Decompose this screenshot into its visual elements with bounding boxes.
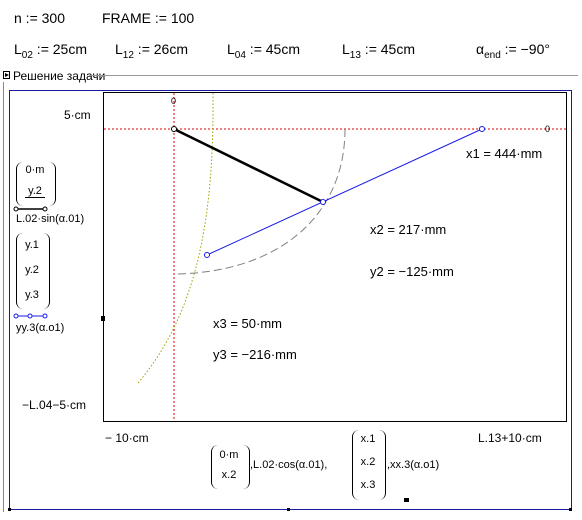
connecting-rod — [206, 128, 483, 256]
y-axis-top-limit[interactable]: 5·cm — [64, 108, 91, 122]
region-header[interactable]: Решение задачи — [3, 69, 578, 83]
region-divider — [89, 75, 578, 76]
region-title: Решение задачи — [13, 69, 106, 83]
result-y3[interactable]: y3 = −216·mm — [213, 347, 297, 362]
y-expr-vector-2[interactable]: y.1 y.2 y.3 — [16, 233, 50, 309]
y-expr-handle-1 — [13, 206, 19, 212]
n-definition[interactable]: n := 300 — [14, 10, 65, 26]
region-left-line — [3, 82, 4, 512]
resize-handle-bottom — [404, 498, 409, 502]
x-expr-l02-cos[interactable]: ,L.02·cos(α.01), — [250, 459, 328, 471]
l02-definition[interactable]: L02 := 25cm — [14, 41, 88, 61]
y-expr-l02-sin[interactable]: L.02·sin(α.01) — [16, 213, 85, 225]
joint-point-3 — [204, 252, 210, 258]
right-axis-marker: 0 — [545, 124, 551, 134]
plot-frame[interactable] — [103, 92, 567, 422]
gray-dashed-arc — [175, 128, 346, 275]
x-axis-left-limit[interactable]: − 10·cm — [105, 431, 149, 445]
top-axis-marker: 0 — [171, 96, 177, 106]
x-expr-vector-1[interactable]: 0·m x.2 — [211, 445, 250, 489]
result-x2[interactable]: x2 = 217·mm — [370, 222, 447, 237]
y-expr-yy3[interactable]: yy.3(α.o1) — [16, 322, 65, 334]
region-corner-mark-2 — [287, 508, 290, 511]
region-toggle-icon[interactable] — [3, 71, 10, 79]
resize-handle-left — [101, 316, 105, 321]
y-expr-handle-2 — [42, 206, 48, 212]
result-y2[interactable]: y2 = −125·mm — [370, 264, 454, 279]
x-axis-right-limit[interactable]: L.13+10·cm — [478, 431, 542, 445]
l04-definition[interactable]: L04 := 45cm — [227, 41, 301, 61]
region-corner-mark-1 — [8, 508, 11, 511]
plot-region-box[interactable] — [9, 90, 572, 510]
frame-definition[interactable]: FRAME := 100 — [102, 10, 195, 26]
y-expr-handle-3 — [13, 313, 19, 319]
region-corner-mark-3 — [569, 508, 572, 511]
origin-point — [171, 126, 177, 132]
olive-dotted-curve — [137, 92, 214, 384]
x-expr-xx3[interactable]: ,xx.3(α.o1) — [387, 459, 440, 471]
crank-link — [173, 127, 324, 204]
alpha-end-definition[interactable]: αend := −90° — [476, 41, 550, 61]
result-x3[interactable]: x3 = 50·mm — [213, 316, 282, 331]
y-expr-handle-5 — [42, 313, 48, 319]
result-x1[interactable]: x1 = 444·mm — [466, 146, 543, 161]
y-axis-bottom-limit[interactable]: −L.04−5·cm — [22, 398, 87, 412]
joint-point-2 — [320, 199, 326, 205]
y-expr-handle-4 — [27, 313, 33, 319]
x-expr-vector-2[interactable]: x.1 x.2 x.3 — [352, 430, 386, 500]
y-expr-vector-1[interactable]: 0·m y.2 — [16, 162, 56, 206]
l13-definition[interactable]: L13 := 45cm — [342, 41, 416, 61]
l12-definition[interactable]: L12 := 26cm — [115, 41, 189, 61]
joint-point-1 — [479, 126, 485, 132]
